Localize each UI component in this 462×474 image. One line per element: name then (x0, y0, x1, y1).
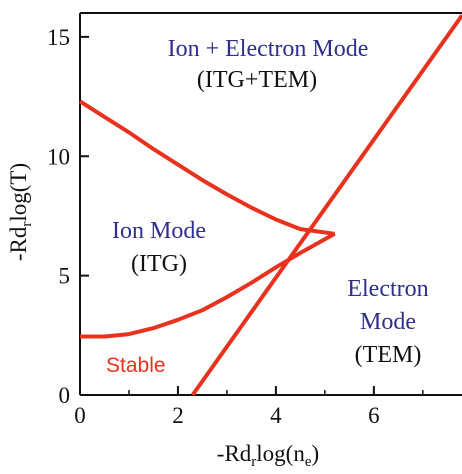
y-axis-title-end: log(T) (6, 163, 31, 222)
axis-ticks: 0 2 4 6 0 5 10 15 (47, 25, 424, 428)
y-axis-title-group: -Rdrlog(T) (6, 163, 35, 261)
y-axis-title-sub-r: r (19, 222, 35, 227)
x-tick-label-6: 6 (368, 403, 380, 428)
stable-label: Stable (106, 354, 166, 377)
x-tick-label-4: 4 (270, 403, 282, 428)
y-tick-label-15: 15 (47, 25, 70, 50)
y-axis-title: -Rdrlog(T) (6, 163, 35, 261)
y-tick-label-0: 0 (59, 383, 71, 408)
ion-mode-label: Ion Mode (112, 218, 206, 244)
x-axis-title-mid: log(n (256, 441, 305, 466)
x-tick-label-2: 2 (172, 403, 184, 428)
x-tick-label-0: 0 (74, 403, 86, 428)
y-tick-label-5: 5 (59, 264, 71, 289)
electron-label: Electron (347, 276, 428, 302)
ion-electron-mode-label: Ion + Electron Mode (168, 36, 369, 62)
upper-boundary-line (78, 99, 335, 236)
plot-frame (79, 12, 462, 396)
y-tick-label-10: 10 (47, 144, 70, 169)
lower-boundary-line (80, 232, 336, 339)
electron-threshold-line (190, 14, 462, 397)
tem-label: (TEM) (355, 342, 422, 368)
x-axis-title-end: ) (312, 441, 320, 466)
x-axis-title-main: -Rd (217, 441, 252, 466)
series-lines (78, 14, 462, 397)
y-axis-title-main: -Rd (6, 226, 31, 261)
itg-label: (ITG) (131, 251, 187, 277)
x-axis-title-sub-e: e (305, 454, 312, 470)
itg-tem-label: (ITG+TEM) (197, 67, 317, 93)
x-axis-title-sub-r: r (251, 454, 256, 470)
x-axis-title: -Rdrlog(ne) (217, 441, 319, 470)
mode-label: Mode (360, 309, 416, 335)
